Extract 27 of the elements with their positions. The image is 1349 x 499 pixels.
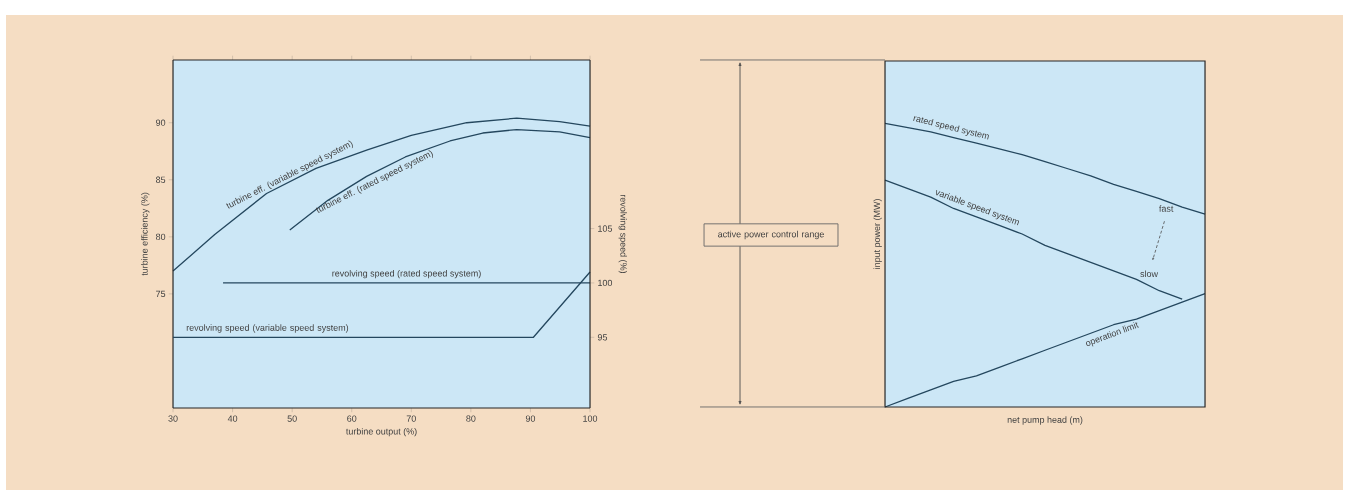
y2-tick-label: 100 xyxy=(598,279,613,287)
y-tick-label: 75 xyxy=(156,290,166,298)
text: active power control range xyxy=(718,230,824,240)
series-label: revolving speed (variable speed system) xyxy=(186,324,349,333)
x-tick-label: 90 xyxy=(525,415,536,422)
series-label: revolving speed (rated speed system) xyxy=(332,269,481,279)
x-tick-label: 30 xyxy=(168,415,178,422)
x-axis-title: turbine output (%) xyxy=(346,427,417,437)
x-tick-label: 70 xyxy=(406,415,416,422)
y-tick-label: 90 xyxy=(156,119,166,126)
annotation: slow xyxy=(1140,270,1159,277)
x-axis-title: net pump head (m) xyxy=(1007,416,1083,425)
x-tick-label: 40 xyxy=(227,415,238,422)
text: variable speed system xyxy=(936,190,1019,226)
y-axis-title: input power (MW) xyxy=(873,199,882,269)
y2-axis-title: revolving speed (%) xyxy=(618,194,627,274)
x-tick-label: 50 xyxy=(287,415,297,422)
text: rated speed system xyxy=(913,116,989,140)
y2-tick-label: 95 xyxy=(597,334,608,341)
y-tick-label: 80 xyxy=(155,233,166,241)
y-axis-title: turbine efficiency (%) xyxy=(141,192,150,276)
x-tick-label: 60 xyxy=(347,415,357,422)
annotation: fast xyxy=(1159,205,1174,212)
x-tick-label: 100 xyxy=(583,415,598,422)
y-tick-label: 85 xyxy=(155,176,166,183)
y2-tick-label: 105 xyxy=(598,225,613,232)
x-tick-label: 80 xyxy=(466,415,476,422)
